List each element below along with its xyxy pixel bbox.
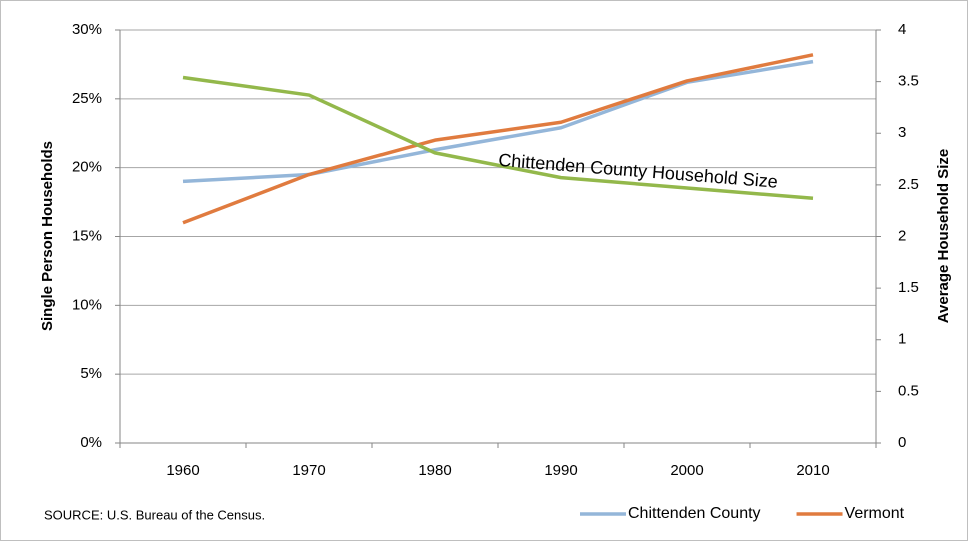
y2-tick-label: 3 (898, 124, 906, 141)
series-line (182, 53, 814, 225)
y-tick-label: 20% (72, 159, 102, 176)
x-tick-label: 1990 (544, 462, 577, 479)
y2-tick-label: 4 (898, 21, 906, 38)
series-line (182, 59, 814, 184)
y-axis-label: Single Person Households (39, 141, 56, 331)
y-tick-label: 25% (72, 90, 102, 107)
y2-tick-label: 0.5 (898, 382, 919, 399)
y-tick-label: 5% (80, 365, 102, 382)
legend-label: Chittenden County (628, 505, 761, 522)
y2-tick-label: 1.5 (898, 279, 919, 296)
legend-label: Vermont (845, 505, 905, 522)
x-tick-label: 2010 (796, 462, 829, 479)
x-tick-label: 1980 (418, 462, 451, 479)
source-note: SOURCE: U.S. Bureau of the Census. (44, 507, 265, 522)
series-line (182, 75, 814, 201)
y2-tick-label: 3.5 (898, 73, 919, 90)
y2-axis-label: Average Household Size (935, 149, 952, 324)
y-tick-label: 0% (80, 434, 102, 451)
y2-tick-label: 1 (898, 331, 906, 348)
y-tick-label: 30% (72, 21, 102, 38)
y2-tick-label: 2 (898, 227, 906, 244)
y2-tick-label: 2.5 (898, 176, 919, 193)
x-tick-label: 1970 (292, 462, 325, 479)
x-tick-label: 1960 (166, 462, 199, 479)
y-tick-label: 15% (72, 227, 102, 244)
y2-tick-label: 0 (898, 434, 906, 451)
y-tick-label: 10% (72, 296, 102, 313)
x-tick-label: 2000 (670, 462, 703, 479)
